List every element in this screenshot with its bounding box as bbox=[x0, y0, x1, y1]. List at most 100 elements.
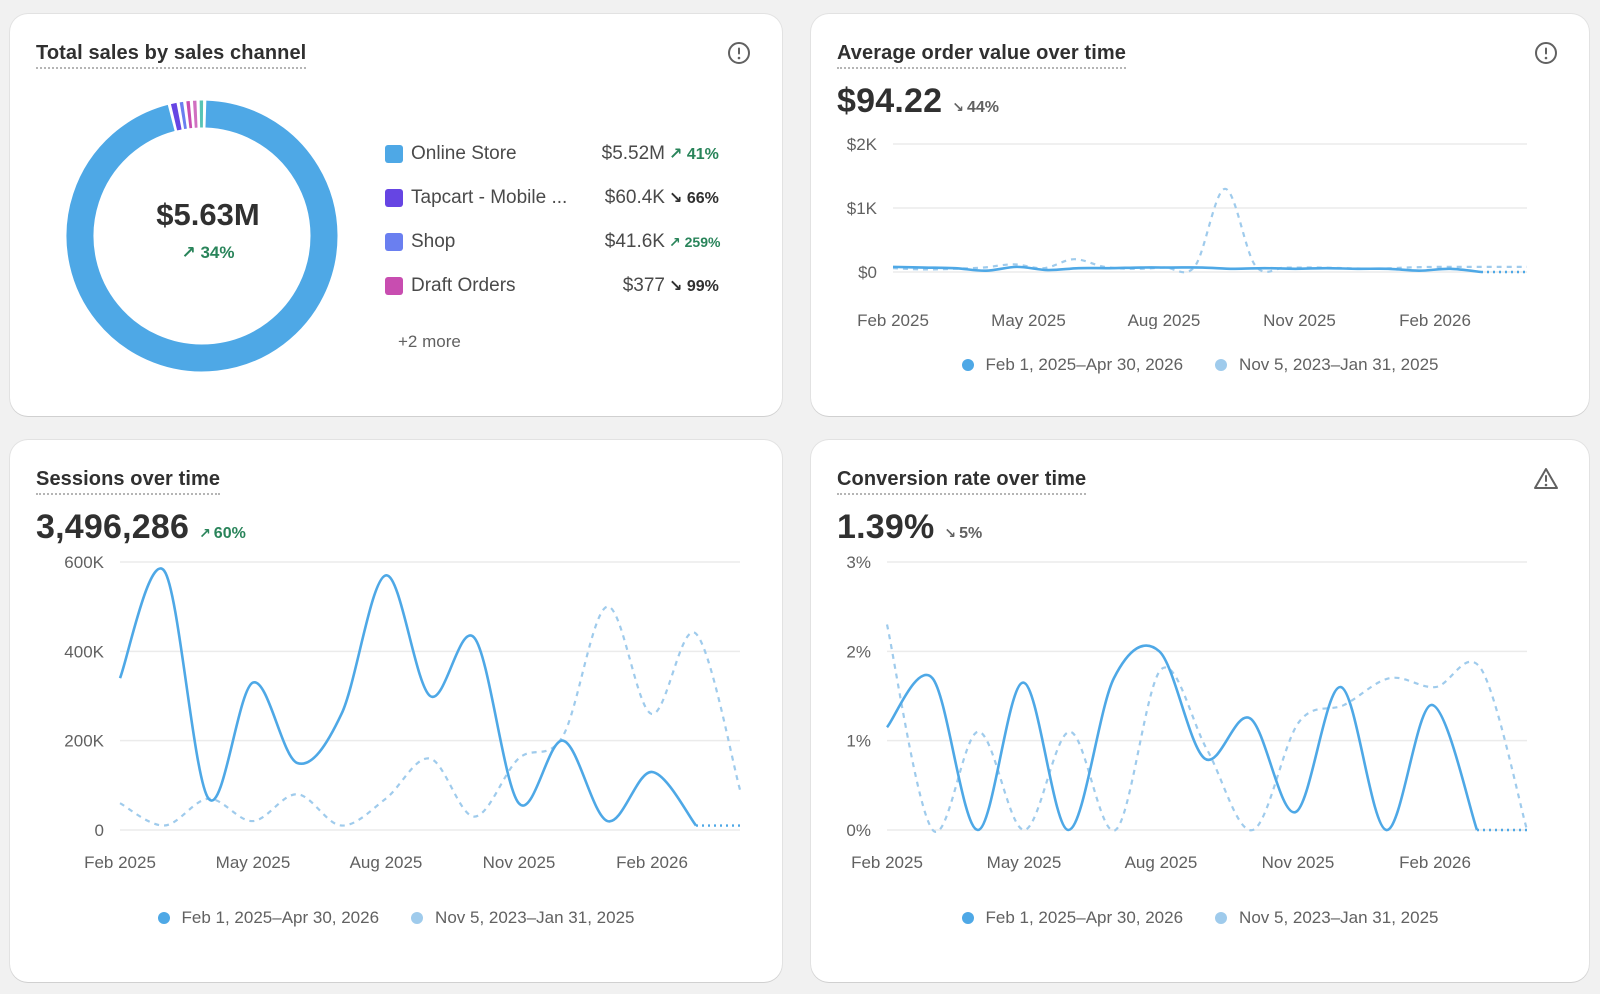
legend-current[interactable]: Feb 1, 2025–Apr 30, 2026 bbox=[961, 355, 1183, 375]
metric-delta: ↗ 60% bbox=[199, 524, 246, 542]
channel-label: Shop bbox=[411, 231, 456, 252]
arrow-down-right-icon: ↘ bbox=[669, 278, 687, 295]
channel-legend: Online Store $5.52M ↗ 41% Tapcart - Mobile … bbox=[385, 132, 745, 308]
channel-amount: $60.4K bbox=[604, 187, 665, 208]
channel-delta: ↗ 259% bbox=[669, 233, 721, 250]
channel-label: Online Store bbox=[411, 143, 517, 164]
y-tick-label: $1K bbox=[847, 199, 878, 218]
more-channels-link[interactable]: +2 more bbox=[398, 332, 461, 351]
dot-icon bbox=[961, 912, 974, 924]
y-tick-label: 400K bbox=[64, 642, 104, 661]
info-circle-icon[interactable] bbox=[1533, 40, 1559, 66]
legend-previous[interactable]: Nov 5, 2023–Jan 31, 2025 bbox=[1215, 355, 1438, 375]
color-swatch bbox=[385, 189, 403, 207]
metric-value: $94.22 bbox=[837, 82, 943, 120]
y-tick-label: 200K bbox=[64, 732, 104, 751]
warning-triangle-icon[interactable] bbox=[1533, 466, 1559, 492]
donut-chart[interactable] bbox=[52, 86, 352, 386]
card-title[interactable]: Average order value over time bbox=[837, 42, 1126, 69]
info-circle-icon[interactable] bbox=[726, 40, 752, 66]
dot-icon bbox=[1215, 912, 1228, 924]
dot-icon bbox=[1215, 359, 1228, 371]
x-tick-label: Aug 2025 bbox=[1128, 311, 1201, 329]
chart-legend: Feb 1, 2025–Apr 30, 2026 Nov 5, 2023–Jan… bbox=[10, 908, 782, 928]
y-tick-label: $0 bbox=[858, 263, 877, 282]
channel-delta: ↘ 99% bbox=[669, 278, 719, 295]
arrow-up-right-icon: ↗ bbox=[669, 233, 685, 250]
y-tick-label: 1% bbox=[846, 732, 871, 751]
x-tick-label: Nov 2025 bbox=[1263, 311, 1336, 329]
y-tick-label: 600K bbox=[64, 553, 104, 572]
donut-center: $5.63M ↗ 34% bbox=[98, 197, 318, 263]
series-current-line[interactable] bbox=[892, 265, 1482, 274]
x-tick-label: Feb 2025 bbox=[851, 853, 923, 872]
x-tick-label: Aug 2025 bbox=[1125, 853, 1198, 872]
x-tick-label: Feb 2026 bbox=[1399, 853, 1471, 872]
metric-delta: ↘ 44% bbox=[952, 98, 999, 116]
metric-row: 3,496,286 ↗ 60% bbox=[36, 508, 246, 547]
legend-current[interactable]: Feb 1, 2025–Apr 30, 2026 bbox=[157, 908, 379, 928]
channel-row[interactable]: Tapcart - Mobile ... $60.4K ↘ 66% bbox=[385, 176, 745, 220]
channel-label: Tapcart - Mobile ... bbox=[411, 187, 568, 208]
aov-card: Average order value over time $94.22 ↘ 44… bbox=[811, 14, 1589, 416]
color-swatch bbox=[385, 233, 403, 251]
conversion-card: Conversion rate over time 1.39% ↘ 5% 0% 1%… bbox=[811, 440, 1589, 982]
arrow-up-right-icon: ↗ bbox=[199, 525, 211, 541]
x-tick-label: Nov 2025 bbox=[483, 853, 556, 872]
card-title[interactable]: Total sales by sales channel bbox=[36, 42, 307, 69]
y-tick-label: 2% bbox=[846, 642, 871, 661]
conversion-line-chart[interactable]: 0% 1% 2% 3% Feb 2025 May 2025 Aug 2025 Nov 2025… bbox=[811, 548, 1589, 888]
sessions-card: Sessions over time 3,496,286 ↗ 60% 0 200K 4… bbox=[10, 440, 782, 982]
color-swatch bbox=[385, 145, 403, 163]
series-previous-line[interactable] bbox=[892, 187, 1527, 274]
card-title[interactable]: Conversion rate over time bbox=[837, 468, 1087, 495]
donut-total: $5.63M bbox=[156, 197, 260, 232]
metric-value: 1.39% bbox=[837, 508, 935, 546]
y-tick-label: 0% bbox=[846, 821, 871, 840]
arrow-up-right-icon: ↗ bbox=[181, 243, 196, 262]
legend-previous[interactable]: Nov 5, 2023–Jan 31, 2025 bbox=[1215, 908, 1438, 928]
channel-amount: $41.6K bbox=[604, 231, 665, 252]
y-tick-label: 3% bbox=[846, 553, 871, 572]
y-tick-label: $2K bbox=[847, 135, 878, 154]
x-tick-label: Aug 2025 bbox=[350, 853, 423, 872]
card-title[interactable]: Sessions over time bbox=[36, 468, 221, 495]
x-tick-label: Feb 2026 bbox=[1399, 311, 1471, 329]
sessions-line-chart[interactable]: 0 200K 400K 600K Feb 2025 May 2025 Aug 2025 Nov… bbox=[10, 548, 782, 888]
channel-row[interactable]: Online Store $5.52M ↗ 41% bbox=[385, 132, 745, 176]
series-previous-line[interactable] bbox=[885, 624, 1529, 833]
x-tick-label: Feb 2026 bbox=[616, 853, 688, 872]
series-current-line[interactable] bbox=[118, 567, 698, 827]
series-current-line[interactable] bbox=[885, 644, 1479, 832]
x-tick-label: May 2025 bbox=[991, 311, 1066, 329]
dot-icon bbox=[961, 359, 974, 371]
aov-line-chart[interactable]: $0 $1K $2K Feb 2025 May 2025 Aug 2025 Nov 2025… bbox=[811, 129, 1589, 329]
dot-icon bbox=[411, 912, 424, 924]
arrow-down-right-icon: ↘ bbox=[944, 525, 957, 541]
donut-slice[interactable] bbox=[170, 102, 182, 131]
donut-delta: ↗ 34% bbox=[181, 243, 235, 262]
chart-legend: Feb 1, 2025–Apr 30, 2026 Nov 5, 2023–Jan… bbox=[811, 355, 1589, 375]
legend-current[interactable]: Feb 1, 2025–Apr 30, 2026 bbox=[961, 908, 1183, 928]
channel-amount: $377 bbox=[622, 275, 665, 296]
x-tick-label: May 2025 bbox=[987, 853, 1062, 872]
donut-slice[interactable] bbox=[66, 100, 338, 372]
y-tick-label: 0 bbox=[95, 821, 104, 840]
series-previous-line[interactable] bbox=[119, 605, 742, 827]
x-tick-label: Feb 2025 bbox=[84, 853, 156, 872]
color-swatch bbox=[385, 277, 403, 295]
chart-legend: Feb 1, 2025–Apr 30, 2026 Nov 5, 2023–Jan… bbox=[811, 908, 1589, 928]
sales-by-channel-card: Total sales by sales channel $5.63M ↗ 34… bbox=[10, 14, 782, 416]
x-tick-label: Nov 2025 bbox=[1262, 853, 1335, 872]
channel-row[interactable]: Draft Orders $377 ↘ 99% bbox=[385, 264, 745, 308]
x-tick-label: May 2025 bbox=[216, 853, 291, 872]
channel-delta: ↗ 41% bbox=[669, 146, 719, 163]
channel-row[interactable]: Shop $41.6K ↗ 259% bbox=[385, 220, 745, 264]
arrow-down-right-icon: ↘ bbox=[669, 190, 687, 207]
metric-row: 1.39% ↘ 5% bbox=[837, 508, 982, 547]
metric-value: 3,496,286 bbox=[36, 508, 190, 546]
metric-row: $94.22 ↘ 44% bbox=[837, 82, 999, 121]
legend-previous[interactable]: Nov 5, 2023–Jan 31, 2025 bbox=[411, 908, 634, 928]
dot-icon bbox=[157, 912, 170, 924]
channel-delta: ↘ 66% bbox=[669, 190, 719, 207]
